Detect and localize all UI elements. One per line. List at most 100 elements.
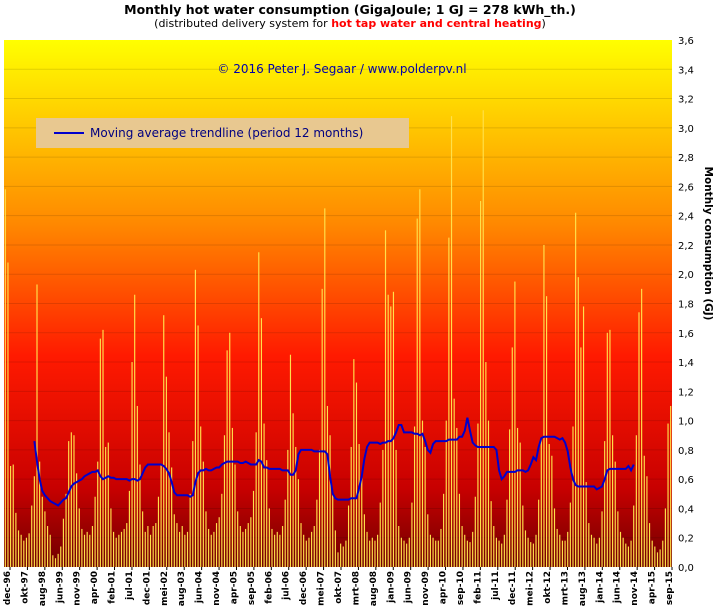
bar [316, 499, 318, 567]
bar [155, 523, 157, 567]
bar [89, 534, 91, 567]
bar [292, 413, 294, 567]
y-tick-label: 1,2 [678, 387, 694, 398]
bar [614, 461, 616, 567]
x-tick-label: sep-10 [456, 571, 466, 605]
bar [23, 540, 25, 567]
bar [46, 526, 49, 567]
bar [464, 534, 466, 567]
bar [516, 427, 519, 567]
bar [68, 441, 70, 567]
bar [503, 534, 505, 567]
bar [239, 526, 241, 567]
bar [456, 427, 458, 567]
bar [619, 531, 622, 567]
bar [173, 514, 175, 567]
x-tick-label: jun-14 [613, 571, 623, 604]
x-tick-label: mrt-13 [561, 571, 571, 605]
x-tick-label: aug-03 [177, 571, 187, 606]
bar [255, 432, 257, 567]
bar [112, 531, 115, 567]
subtitle-highlight: hot tap water and central heating [331, 17, 542, 30]
bar [324, 208, 326, 567]
bar [667, 423, 669, 567]
bar [184, 534, 186, 567]
bar [498, 540, 500, 567]
bar [421, 420, 424, 567]
bar [358, 444, 360, 567]
bar [110, 508, 112, 567]
bar [466, 540, 468, 567]
bar [371, 537, 373, 567]
bar [633, 505, 635, 567]
bar [546, 296, 548, 567]
y-tick-label: 3,0 [678, 124, 694, 135]
bar [134, 294, 136, 567]
bar [440, 528, 442, 567]
bar [271, 528, 273, 567]
x-tick-label: mei-12 [526, 571, 536, 606]
bar [237, 511, 239, 567]
x-tick-label: apr-15 [648, 571, 658, 604]
bar [57, 553, 59, 567]
bar [345, 540, 347, 567]
bar [107, 442, 109, 567]
bar [461, 526, 463, 567]
bar [268, 508, 270, 567]
bar [165, 376, 167, 567]
bar [281, 526, 284, 567]
y-tick-label: 1,6 [678, 329, 694, 340]
bar [556, 528, 558, 567]
bar [369, 540, 371, 567]
bar [361, 476, 363, 567]
x-tick-label: jul-01 [125, 571, 135, 601]
bar [213, 531, 215, 567]
bar [580, 347, 582, 567]
bar [10, 465, 12, 567]
bar [593, 537, 595, 567]
bar [598, 537, 600, 567]
bar [662, 540, 664, 567]
bar [334, 530, 336, 567]
bar [612, 435, 614, 567]
bar [168, 432, 170, 567]
bar [366, 531, 368, 567]
bar [279, 534, 281, 567]
y-tick-label: 0,6 [678, 475, 694, 486]
bar [493, 526, 495, 567]
legend: Moving average trendline (period 12 mont… [36, 118, 409, 148]
bar [308, 537, 310, 567]
bar [247, 523, 249, 567]
bar [17, 530, 20, 567]
x-tick-label: dec-96 [3, 571, 13, 605]
bar [577, 277, 579, 567]
bar [617, 511, 619, 567]
bar [506, 499, 508, 567]
bar [585, 482, 587, 567]
bar [78, 508, 80, 567]
y-tick-label: 0,2 [678, 534, 694, 545]
bar [311, 531, 313, 567]
bar [363, 514, 365, 567]
bar [60, 546, 62, 567]
bar [144, 531, 146, 567]
x-tick-label: apr-10 [439, 571, 449, 604]
x-tick-label: nov-99 [73, 571, 83, 606]
bar [136, 405, 138, 567]
bar [321, 288, 323, 567]
chart-title: Monthly hot water consumption (GigaJoule… [124, 2, 576, 17]
x-tick-label: apr-00 [90, 571, 100, 604]
bar [260, 318, 263, 567]
bar [590, 534, 593, 567]
bar [250, 517, 252, 567]
x-tick-label: mrt-08 [351, 571, 361, 605]
x-tick-label: jul-11 [491, 571, 501, 601]
bar [511, 347, 513, 567]
bar [83, 534, 86, 567]
bar [532, 543, 534, 567]
bar [39, 461, 41, 567]
bar [390, 306, 392, 567]
bar [553, 508, 556, 567]
bar [448, 237, 450, 568]
bar [221, 493, 223, 567]
